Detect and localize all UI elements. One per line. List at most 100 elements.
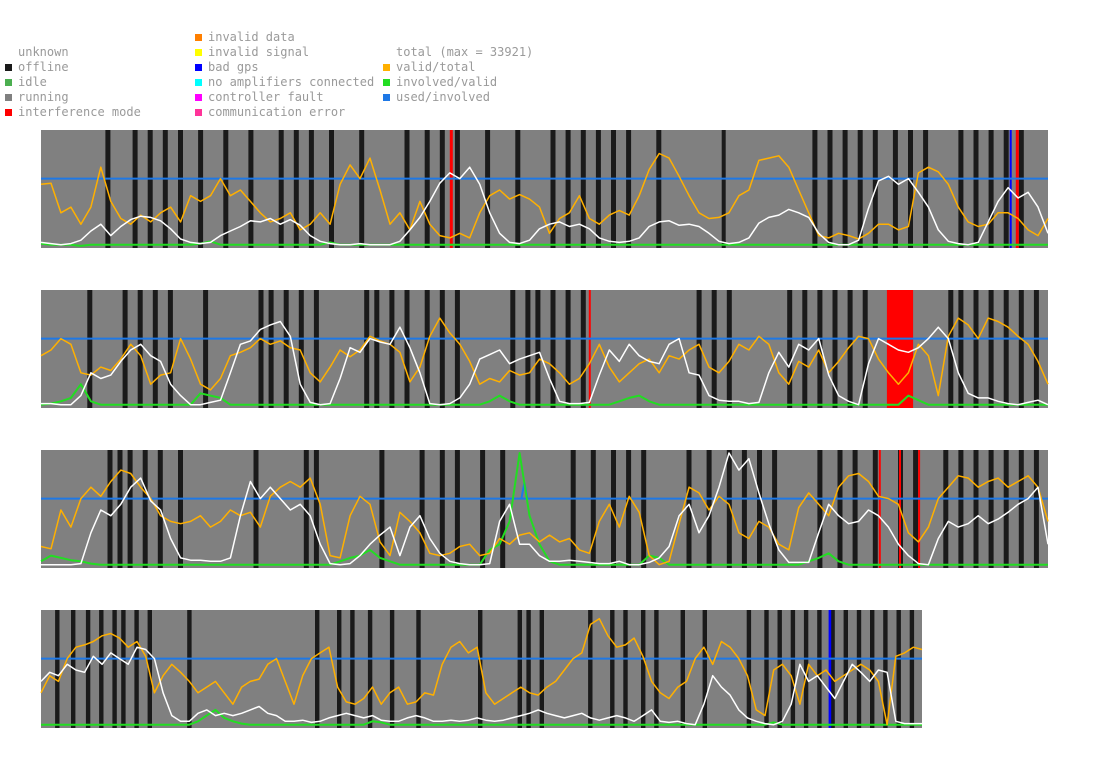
offline-band bbox=[958, 450, 964, 568]
offline-band bbox=[1003, 290, 1009, 408]
offline-band bbox=[248, 130, 254, 248]
legend-label: controller fault bbox=[208, 90, 324, 104]
offline-band bbox=[424, 290, 430, 408]
offline-band bbox=[178, 130, 183, 248]
total-line bbox=[41, 452, 1049, 566]
offline-band bbox=[454, 450, 460, 568]
offline-band bbox=[416, 610, 421, 728]
offline-band bbox=[293, 130, 299, 248]
offline-band bbox=[570, 450, 576, 568]
offline-band bbox=[803, 610, 809, 728]
offline-band bbox=[777, 610, 782, 728]
chart-panel-2 bbox=[40, 290, 1049, 408]
offline-band bbox=[856, 610, 862, 728]
offline-band bbox=[837, 450, 843, 568]
offline-band bbox=[909, 610, 915, 728]
offline-band bbox=[337, 610, 342, 728]
running-background bbox=[41, 130, 1048, 248]
offline-band bbox=[379, 450, 385, 568]
offline-band bbox=[517, 610, 522, 728]
interference-band bbox=[918, 450, 921, 568]
legend-label: unknown bbox=[18, 45, 69, 59]
legend-status: unknown offline idle running interference mo… bbox=[5, 45, 141, 120]
offline-band bbox=[757, 450, 762, 568]
offline-band bbox=[283, 290, 289, 408]
offline-band bbox=[1018, 130, 1024, 248]
offline-band bbox=[389, 290, 395, 408]
offline-band bbox=[847, 290, 853, 408]
offline-band bbox=[404, 290, 410, 408]
offline-band bbox=[686, 450, 692, 568]
offline-band bbox=[439, 290, 445, 408]
legend-swatch bbox=[383, 94, 390, 101]
legend-status-item: idle bbox=[5, 75, 141, 90]
offline-band bbox=[121, 610, 126, 728]
offline-band bbox=[439, 450, 445, 568]
offline-band bbox=[198, 130, 204, 248]
offline-band bbox=[268, 290, 274, 408]
offline-band bbox=[112, 610, 117, 728]
offline-band bbox=[424, 130, 430, 248]
offline-band bbox=[641, 610, 646, 728]
offline-band bbox=[943, 450, 949, 568]
interference-band bbox=[1015, 130, 1019, 248]
legend-swatch bbox=[5, 64, 12, 71]
offline-band bbox=[764, 610, 769, 728]
offline-band bbox=[350, 610, 355, 728]
offline-band bbox=[726, 450, 732, 568]
offline-band bbox=[787, 290, 793, 408]
legend-errors-item: no amplifiers connected bbox=[195, 75, 374, 90]
offline-band bbox=[203, 290, 209, 408]
legend-label: used/involved bbox=[396, 90, 490, 104]
offline-band bbox=[580, 130, 586, 248]
offline-band bbox=[565, 290, 571, 408]
offline-band bbox=[85, 610, 91, 728]
offline-band bbox=[741, 450, 747, 568]
offline-band bbox=[137, 290, 143, 408]
offline-band bbox=[843, 610, 848, 728]
offline-band bbox=[439, 130, 445, 248]
involved-valid-line bbox=[40, 240, 1048, 247]
legend-swatch bbox=[195, 109, 202, 116]
offline-band bbox=[923, 130, 929, 248]
offline-band bbox=[500, 450, 506, 568]
legend-lines: total (max = 33921) valid/total involved/v… bbox=[383, 45, 533, 105]
interference-band bbox=[588, 290, 591, 408]
involved-valid-line bbox=[41, 708, 922, 726]
offline-band bbox=[595, 130, 601, 248]
legend-label: involved/valid bbox=[396, 75, 498, 89]
legend-swatch bbox=[5, 79, 12, 86]
offline-band bbox=[590, 450, 596, 568]
offline-band bbox=[1018, 450, 1024, 568]
offline-band bbox=[152, 290, 158, 408]
offline-band bbox=[817, 610, 822, 728]
legend-errors-item: communication error bbox=[195, 105, 374, 120]
offline-band bbox=[258, 290, 264, 408]
valid-total-line bbox=[40, 617, 923, 726]
legend-label: bad gps bbox=[208, 60, 259, 74]
offline-band bbox=[802, 290, 808, 408]
offline-band bbox=[389, 610, 395, 728]
offline-band bbox=[167, 290, 173, 408]
offline-band bbox=[1033, 450, 1039, 568]
offline-band bbox=[485, 130, 491, 248]
offline-band bbox=[588, 610, 593, 728]
offline-band bbox=[772, 450, 778, 568]
offline-band bbox=[852, 450, 858, 568]
offline-band bbox=[117, 450, 123, 568]
offline-band bbox=[526, 610, 531, 728]
offline-band bbox=[329, 130, 334, 248]
legend-status-item: offline bbox=[5, 60, 141, 75]
offline-band bbox=[842, 130, 848, 248]
offline-band bbox=[958, 130, 964, 248]
offline-band bbox=[565, 130, 571, 248]
offline-band bbox=[107, 450, 113, 568]
offline-band bbox=[726, 290, 732, 408]
offline-band bbox=[973, 290, 979, 408]
legend-errors-item: invalid signal bbox=[195, 45, 374, 60]
legend-swatch bbox=[195, 64, 202, 71]
legend-swatch bbox=[5, 109, 12, 116]
offline-band bbox=[1018, 290, 1024, 408]
legend-swatch bbox=[383, 79, 390, 86]
offline-band bbox=[721, 130, 726, 248]
